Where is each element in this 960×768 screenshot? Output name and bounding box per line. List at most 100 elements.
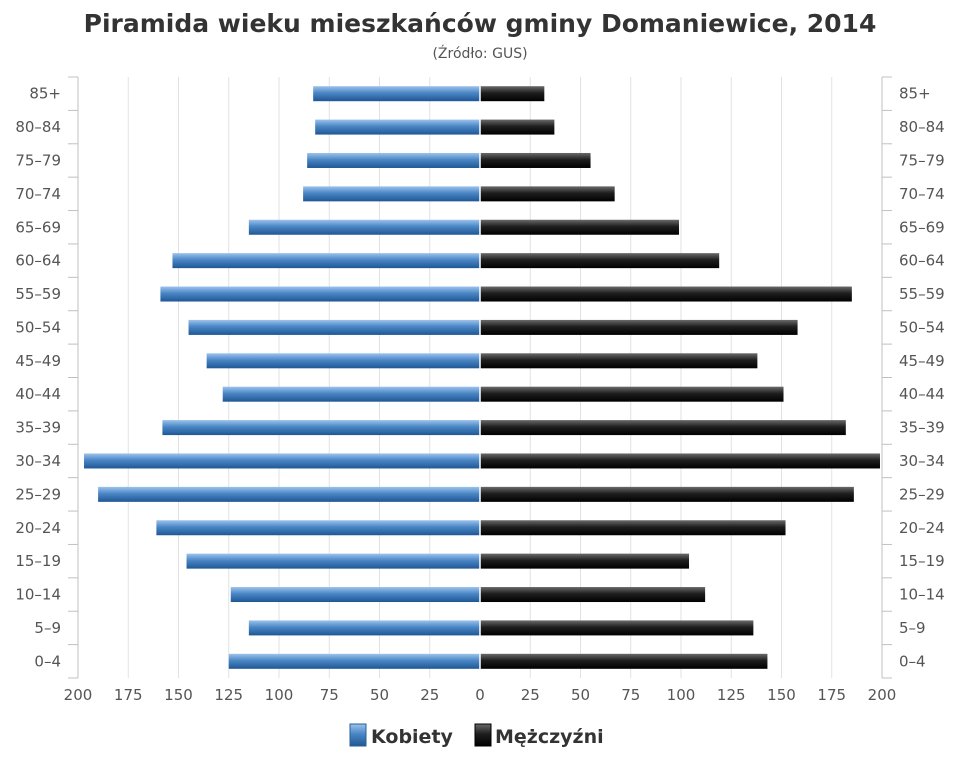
y-tick-label-left: 75–79 [15, 151, 61, 169]
x-tick-label: 75 [320, 686, 339, 704]
bar-mezczyzni-25–29[interactable] [480, 486, 854, 502]
y-tick-label-left: 5–9 [34, 619, 61, 637]
bar-kobiety-70–74[interactable] [303, 186, 480, 202]
y-tick-label-right: 40–44 [899, 385, 945, 403]
x-tick-label: 25 [420, 686, 439, 704]
bar-mezczyzni-10–14[interactable] [480, 587, 706, 603]
y-tick-label-left: 45–49 [15, 352, 61, 370]
x-tick-label: 100 [265, 686, 294, 704]
y-tick-label-right: 15–19 [899, 552, 945, 570]
x-tick-label: 25 [521, 686, 540, 704]
bar-mezczyzni-15–19[interactable] [480, 553, 690, 569]
y-tick-label-left: 50–54 [15, 318, 61, 336]
y-tick-label-right: 35–39 [899, 419, 945, 437]
y-tick-label-left: 15–19 [15, 552, 61, 570]
bar-kobiety-15–19[interactable] [186, 553, 481, 569]
bar-mezczyzni-60–64[interactable] [480, 253, 720, 269]
legend-label-kobiety[interactable]: Kobiety [371, 726, 454, 748]
x-tick-label: 50 [370, 686, 389, 704]
y-tick-label-left: 65–69 [15, 218, 61, 236]
y-tick-label-right: 55–59 [899, 285, 945, 303]
x-tick-label: 100 [667, 686, 696, 704]
y-tick-label-left: 40–44 [15, 385, 61, 403]
bar-mezczyzni-0–4[interactable] [480, 653, 768, 669]
bar-mezczyzni-65–69[interactable] [480, 219, 679, 235]
y-tick-label-right: 70–74 [899, 185, 945, 203]
y-tick-label-right: 5–9 [899, 619, 926, 637]
y-tick-label-right: 50–54 [899, 318, 945, 336]
bar-mezczyzni-20–24[interactable] [480, 520, 786, 536]
bar-kobiety-25–29[interactable] [98, 486, 480, 502]
bars [84, 77, 880, 678]
y-tick-label-left: 20–24 [15, 519, 61, 537]
tick-labels: 200 175 150 125 100 75 50 25 0 25 50 75 100 125 150 175… [15, 85, 944, 704]
bar-mezczyzni-45–49[interactable] [480, 353, 758, 369]
y-tick-label-right: 20–24 [899, 519, 945, 537]
bar-kobiety-60–64[interactable] [172, 253, 480, 269]
x-tick-label: 125 [214, 686, 243, 704]
bar-kobiety-50–54[interactable] [188, 319, 481, 335]
chart-title: Piramida wieku mieszkańców gminy Domanie… [84, 9, 877, 38]
legend: Kobiety Mężczyźni [349, 723, 604, 748]
bar-kobiety-5–9[interactable] [248, 620, 480, 636]
y-tick-label-right: 10–14 [899, 586, 945, 604]
bar-mezczyzni-35–39[interactable] [480, 420, 846, 436]
y-tick-label-left: 0–4 [34, 652, 61, 670]
x-tick-label: 200 [64, 686, 93, 704]
bar-kobiety-65–69[interactable] [248, 219, 480, 235]
bar-kobiety-10–14[interactable] [230, 587, 480, 603]
bar-mezczyzni-70–74[interactable] [480, 186, 615, 202]
legend-swatch-mezczyzni [474, 723, 492, 747]
x-tick-label: 50 [571, 686, 590, 704]
bar-mezczyzni-80–84[interactable] [480, 119, 555, 135]
bar-mezczyzni-40–44[interactable] [480, 386, 784, 402]
bar-kobiety-75–79[interactable] [307, 152, 480, 168]
x-tick-label: 175 [817, 686, 846, 704]
y-tick-label-right: 0–4 [899, 652, 926, 670]
x-tick-label: 200 [868, 686, 897, 704]
bar-kobiety-85+[interactable] [313, 86, 480, 102]
bar-kobiety-20–24[interactable] [156, 520, 480, 536]
x-tick-label: 175 [114, 686, 143, 704]
bar-kobiety-0–4[interactable] [228, 653, 480, 669]
bar-mezczyzni-30–34[interactable] [480, 453, 880, 469]
bar-kobiety-30–34[interactable] [84, 453, 480, 469]
y-tick-label-right: 60–64 [899, 252, 945, 270]
y-tick-label-left: 25–29 [15, 485, 61, 503]
legend-label-mezczyzni[interactable]: Mężczyźni [495, 726, 604, 748]
bar-kobiety-40–44[interactable] [222, 386, 480, 402]
y-tick-label-right: 65–69 [899, 218, 945, 236]
chart-subtitle: (Źródło: GUS) [432, 44, 527, 62]
y-tick-label-left: 80–84 [15, 118, 61, 136]
x-tick-label: 150 [767, 686, 796, 704]
bar-mezczyzni-75–79[interactable] [480, 152, 591, 168]
bar-kobiety-80–84[interactable] [315, 119, 480, 135]
bar-kobiety-55–59[interactable] [160, 286, 480, 302]
y-tick-label-right: 25–29 [899, 485, 945, 503]
x-tick-label: 150 [164, 686, 193, 704]
y-tick-label-left: 30–34 [15, 452, 61, 470]
y-tick-label-left: 70–74 [15, 185, 61, 203]
y-tick-label-right: 75–79 [899, 151, 945, 169]
y-tick-label-right: 80–84 [899, 118, 945, 136]
bar-mezczyzni-5–9[interactable] [480, 620, 754, 636]
bar-kobiety-35–39[interactable] [162, 420, 481, 436]
bar-mezczyzni-55–59[interactable] [480, 286, 852, 302]
bar-mezczyzni-85+[interactable] [480, 86, 545, 102]
x-tick-label: 75 [621, 686, 640, 704]
bar-mezczyzni-50–54[interactable] [480, 319, 798, 335]
y-tick-label-right: 45–49 [899, 352, 945, 370]
bar-kobiety-45–49[interactable] [206, 353, 480, 369]
y-tick-label-right: 85+ [899, 85, 931, 103]
y-tick-label-left: 35–39 [15, 419, 61, 437]
y-tick-label-left: 85+ [29, 85, 61, 103]
y-tick-label-left: 10–14 [15, 586, 61, 604]
x-tick-label: 0 [475, 686, 485, 704]
x-tick-label: 125 [717, 686, 746, 704]
axes [68, 76, 892, 679]
y-tick-label-left: 55–59 [15, 285, 61, 303]
y-tick-label-right: 30–34 [899, 452, 945, 470]
legend-swatch-kobiety [349, 723, 367, 747]
y-tick-label-left: 60–64 [15, 252, 61, 270]
